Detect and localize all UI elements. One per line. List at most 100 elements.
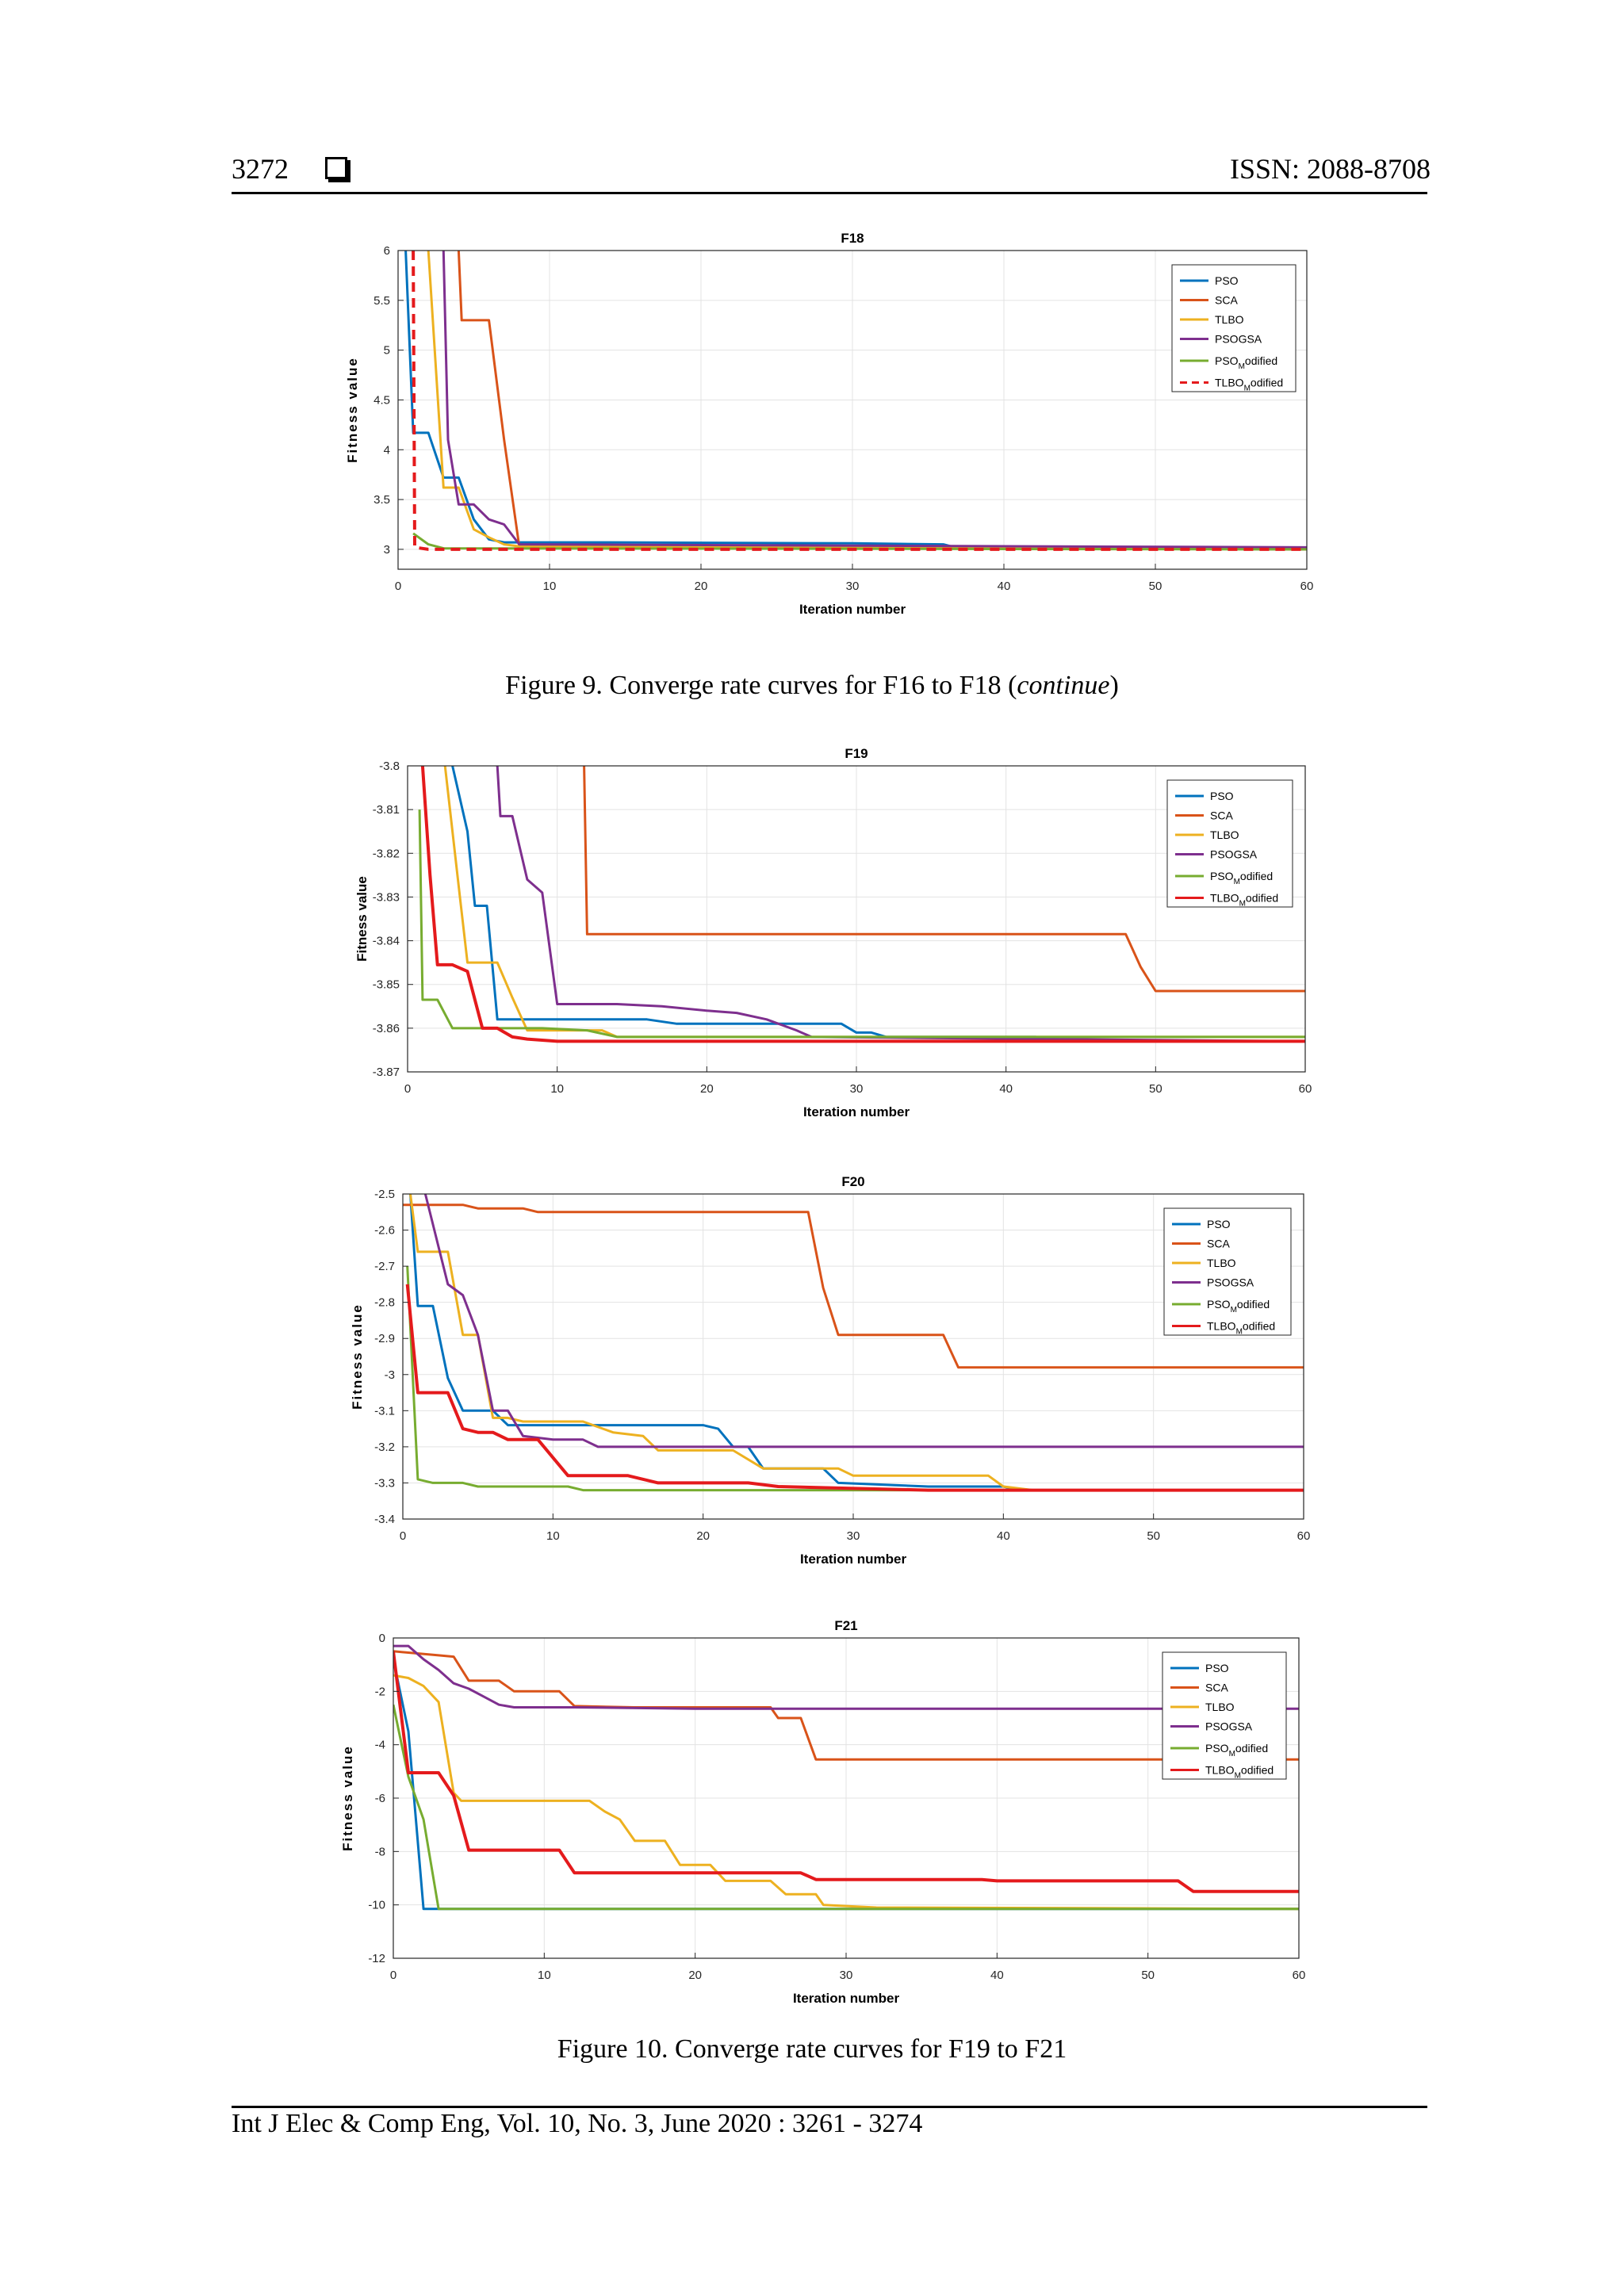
y-axis-label: Fitness value — [340, 1745, 355, 1851]
legend-label: SCA — [1205, 1682, 1228, 1694]
y-tick-label: 4 — [384, 443, 390, 457]
legend-label: PSOGSA — [1205, 1720, 1253, 1733]
x-tick-label: 50 — [1149, 580, 1162, 593]
x-tick-label: 60 — [1297, 1529, 1311, 1543]
y-tick-label: 5 — [384, 344, 390, 358]
x-tick-label: 30 — [850, 1082, 864, 1096]
chart-f19: 0 10 20 30 40 50 60 -3.87 -3.86 -3.85 -3.84 -3.83 -3… — [354, 746, 1312, 1119]
y-tick-label: -3.81 — [373, 803, 400, 817]
series-line-tlbo — [393, 1674, 1299, 1911]
chart-title: F19 — [845, 746, 868, 761]
issn: ISSN: 2088-8708 — [1229, 153, 1431, 185]
x-tick-label: 0 — [395, 580, 401, 593]
y-tick-label: -3.3 — [374, 1476, 395, 1490]
legend-label: TLBO — [1205, 1701, 1235, 1713]
x-tick-label: 40 — [990, 1969, 1004, 1982]
x-axis-label: Iteration number — [793, 1991, 900, 2006]
y-axis-label: Fitness value — [354, 876, 370, 962]
footer-citation: Int J Elec & Comp Eng, Vol. 10, No. 3, J… — [232, 2109, 923, 2138]
y-tick-label: 5.5 — [373, 294, 390, 308]
x-tick-label: 40 — [997, 1529, 1010, 1543]
chart-f20: 0 10 20 30 40 50 60 -3.4 -3.3 -3.2 -3.1 -3 -2.9 -2.8 -… — [350, 1174, 1311, 1567]
chart-f18: 0 10 20 30 40 50 60 3 3.5 4 4.5 5 5.5 6 F18 Iteration n… — [345, 231, 1313, 617]
x-tick-label: 40 — [998, 580, 1011, 593]
y-tick-label: 3 — [384, 543, 390, 557]
series-line-psomodified — [412, 532, 1307, 551]
x-tick-label: 10 — [550, 1082, 564, 1096]
y-tick-label: -4 — [375, 1739, 385, 1752]
y-tick-label: -3.82 — [373, 847, 400, 860]
y-tick-label: -6 — [375, 1792, 385, 1805]
y-tick-label: 0 — [379, 1632, 385, 1645]
series-line-psogsa — [442, 251, 1307, 549]
figure-9-caption: Figure 9. Converge rate curves for F16 t… — [505, 671, 1119, 700]
legend-label: PSOGSA — [1215, 333, 1262, 346]
x-tick-label: 50 — [1149, 1082, 1162, 1096]
legend-box — [1166, 779, 1293, 908]
x-tick-label: 50 — [1141, 1969, 1155, 1982]
series-line-pso — [404, 251, 1307, 551]
y-tick-label: 4.5 — [373, 393, 390, 407]
x-tick-label: 20 — [696, 1529, 710, 1543]
x-tick-label: 20 — [700, 1082, 714, 1096]
legend-label: PSOGSA — [1210, 848, 1258, 861]
x-axis-label: Iteration number — [803, 1104, 910, 1119]
legend-label: PSO — [1207, 1218, 1231, 1230]
x-tick-label: 30 — [846, 580, 860, 593]
series-line-psomodified — [406, 1266, 1304, 1492]
y-tick-label: -3.8 — [379, 760, 400, 773]
chart-f21: 0 10 20 30 40 50 60 -12 -10 -8 -6 -4 -2 0 F21 Iteration… — [340, 1618, 1306, 2006]
x-tick-label: 50 — [1147, 1529, 1160, 1543]
series-group — [403, 1194, 1304, 1492]
legend-label: PSO — [1215, 274, 1239, 287]
series-line-tlbomodified — [412, 251, 1307, 551]
y-tick-label: 6 — [384, 244, 390, 258]
x-tick-label: 0 — [404, 1082, 411, 1096]
x-tick-label: 60 — [1293, 1969, 1306, 1982]
y-tick-label: -3.2 — [374, 1441, 395, 1454]
legend: PSO SCA TLBO PSOGSA PSOModified TLBOModified — [1163, 1207, 1292, 1337]
series-group — [404, 251, 1307, 551]
x-tick-label: 10 — [546, 1529, 560, 1543]
x-tick-label: 0 — [400, 1529, 406, 1543]
x-tick-label: 20 — [695, 580, 708, 593]
y-tick-label: -2.5 — [374, 1188, 395, 1201]
footer-rule — [232, 2106, 1427, 2108]
series-line-sca — [393, 1650, 1299, 1761]
legend: PSO SCA TLBO PSOGSA PSOModified TLBOModified — [1166, 779, 1293, 909]
y-tick-label: -3.83 — [373, 890, 400, 904]
series-group — [418, 766, 1305, 1043]
y-tick-label: -2 — [375, 1685, 385, 1698]
legend-label: TLBOModified — [1215, 377, 1283, 393]
legend-label: TLBO — [1210, 828, 1239, 841]
x-tick-label: 0 — [390, 1969, 396, 1982]
y-tick-label: -3 — [385, 1368, 395, 1382]
legend-label: PSO — [1205, 1662, 1229, 1674]
series-line-pso — [409, 1194, 1304, 1492]
y-tick-label: -3.87 — [373, 1066, 400, 1079]
series-line-psomodified — [393, 1704, 1299, 1911]
y-tick-label: -3.4 — [374, 1513, 395, 1526]
legend-label: SCA — [1210, 809, 1233, 822]
legend-label: PSOModified — [1210, 870, 1273, 886]
legend-label: TLBOModified — [1205, 1764, 1274, 1781]
series-line-tlbomodified — [405, 1284, 1304, 1492]
y-axis-label: Fitness value — [350, 1303, 365, 1410]
legend-label: SCA — [1207, 1238, 1230, 1250]
legend-label: PSOModified — [1207, 1298, 1270, 1314]
legend-label: PSO — [1210, 790, 1234, 802]
page-number: 3272 — [232, 153, 289, 185]
chart-title: F18 — [841, 231, 864, 246]
x-tick-label: 30 — [840, 1969, 853, 1982]
series-line-sca — [403, 1203, 1304, 1369]
y-tick-label: -12 — [368, 1952, 385, 1965]
legend: PSO SCA TLBO PSOGSA PSOModified TLBOModified — [1162, 1651, 1287, 1781]
figure-10-caption: Figure 10. Converge rate curves for F19 … — [557, 2034, 1067, 2064]
y-tick-label: -2.7 — [374, 1260, 395, 1273]
x-tick-label: 20 — [688, 1969, 702, 1982]
y-tick-label: -2.6 — [374, 1224, 395, 1238]
legend-label: TLBO — [1215, 313, 1244, 326]
x-tick-label: 60 — [1299, 1082, 1312, 1096]
x-tick-label: 40 — [999, 1082, 1013, 1096]
legend-label: SCA — [1215, 294, 1238, 307]
